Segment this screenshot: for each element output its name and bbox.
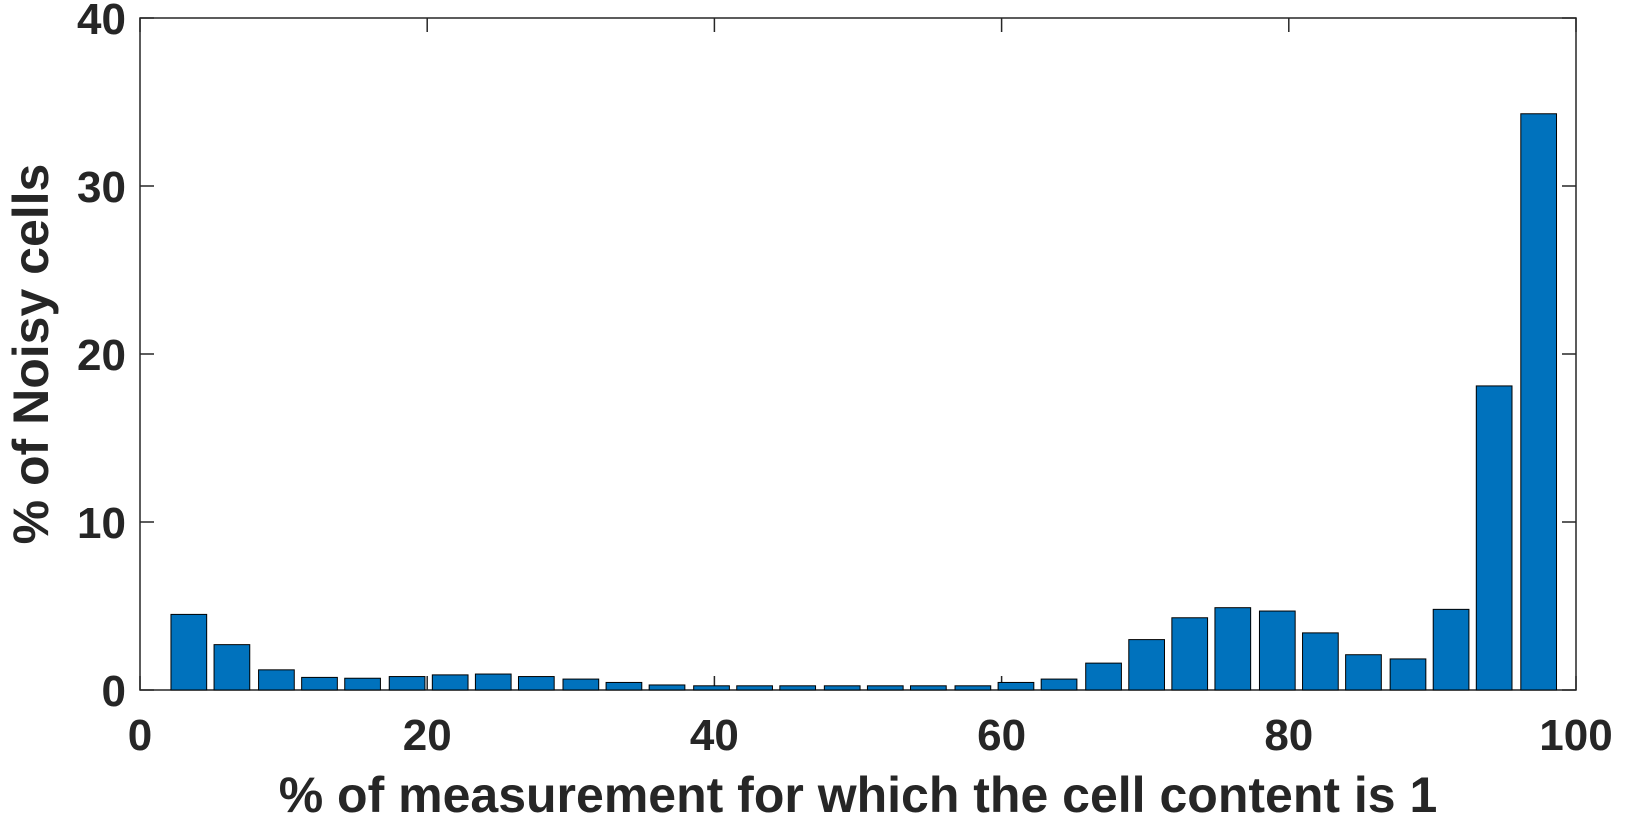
bar [170, 613, 208, 691]
x-tick-label: 20 [403, 711, 452, 760]
x-tick-label: 40 [690, 711, 739, 760]
bar [910, 685, 947, 691]
bar [517, 676, 555, 691]
bar [213, 644, 251, 691]
bar [431, 674, 469, 691]
bar [954, 685, 992, 691]
y-axis-label: % of Noisy cells [3, 164, 59, 545]
bar [693, 685, 730, 691]
y-tick-label: 20 [77, 331, 126, 380]
bar [1302, 632, 1339, 691]
y-tick-label: 10 [77, 499, 126, 548]
bar [823, 685, 861, 691]
bar [866, 685, 904, 691]
x-tick-label: 80 [1264, 711, 1313, 760]
bar [997, 681, 1035, 691]
bar [301, 676, 338, 691]
bar [388, 676, 426, 691]
bar [1389, 658, 1427, 691]
plot-frame [139, 17, 1577, 691]
x-tick-label: 100 [1539, 711, 1612, 760]
x-tick-label: 0 [128, 711, 152, 760]
bar [605, 681, 643, 691]
bar [648, 684, 686, 691]
bar [1475, 385, 1513, 691]
bar [1171, 617, 1209, 691]
bar [736, 685, 773, 691]
bar [1128, 639, 1165, 691]
bar [1345, 654, 1382, 691]
bar [1432, 608, 1470, 691]
bar [344, 677, 381, 691]
bar [258, 669, 295, 691]
bar [474, 673, 512, 691]
bar [1085, 662, 1122, 691]
bar [779, 685, 817, 691]
x-axis-label: % of measurement for which the cell cont… [279, 767, 1438, 823]
bar [1520, 113, 1558, 691]
y-tick-label: 30 [77, 163, 126, 212]
bar [1258, 610, 1296, 691]
y-tick-label: 40 [77, 0, 126, 44]
y-tick-label: 0 [102, 667, 126, 716]
x-tick-label: 60 [977, 711, 1026, 760]
bar [562, 678, 600, 691]
bar [1214, 607, 1252, 691]
bar [1040, 678, 1078, 691]
